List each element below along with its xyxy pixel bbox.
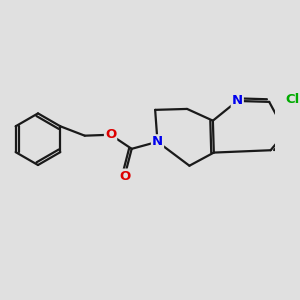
Text: O: O — [119, 169, 130, 183]
Text: O: O — [105, 128, 116, 141]
Text: Cl: Cl — [286, 93, 300, 106]
Text: N: N — [232, 94, 243, 107]
Text: N: N — [152, 135, 163, 148]
